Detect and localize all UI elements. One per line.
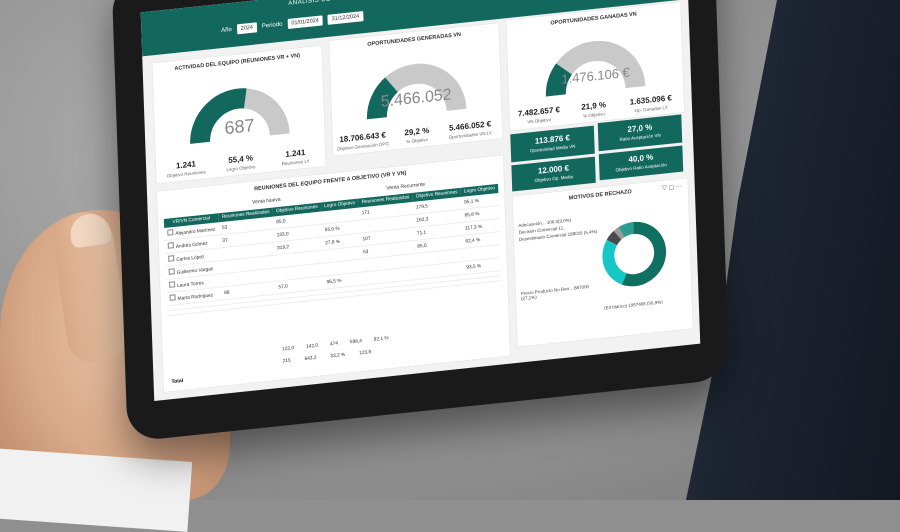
total-label: Total [171,377,184,386]
commercial-name: Carlos López [176,255,205,263]
kpi: 21,9 %% Objetivo [571,99,616,120]
donut-label: Precio Producto No Ren... 887000 (27,1%) [520,283,590,302]
kpi-card: 12.000 € Objetivo Op. Media [511,156,596,192]
cell-value: 123,8 [359,350,372,357]
donut-segment[interactable] [602,238,627,287]
cell-value: 92,1 % [373,336,389,343]
tablet-device: ANÁLISIS DE OPORTUNIDADES Año 2024 Perio… [111,0,730,443]
date-from-input[interactable]: 01/01/2024 [287,15,323,30]
activity-panel: ACTIVIDAD DEL EQUIPO (REUNIONES VR + VN)… [152,45,326,184]
gauge-fill [545,63,573,97]
row-checkbox[interactable] [169,281,176,288]
period-label: Periodo [261,21,283,30]
filter-icon[interactable]: ▽ ▢ ⋯ [662,183,682,192]
gauge-fill [367,77,399,120]
group-header-new: Venta Nueva [252,196,281,206]
extra-values: 122,0 142,0 474 598,4 92,1 % [282,336,389,352]
row-checkbox[interactable] [167,229,174,236]
extra-values-2: 215 643,2 33,2 % 123,8 [283,350,372,364]
donut-segment[interactable] [618,222,634,238]
row-checkbox[interactable] [167,242,174,249]
row-checkbox[interactable] [168,255,175,262]
kpi: 1.241 Reuniones LY [270,146,320,167]
year-select[interactable]: 2024 [236,22,258,35]
cell-value: 122,0 [282,346,295,353]
kpi: 5.466.052 € Oportunidades VN LY [440,118,500,140]
cell-value: 33,2 % [330,352,346,360]
activity-gauge [190,88,290,144]
generated-panel: OPORTUNIDADES GENERADAS VN 5.466.052 18.… [329,23,503,156]
kpi: 55,4 % Logro Objetivo [216,152,266,173]
donut-segment[interactable] [613,227,625,241]
cell-value: 474 [329,341,339,348]
donut-labels: Adecuación... 106.0(3,0%) Decisión Comer… [518,214,598,243]
reasons-donut [602,219,667,288]
group-header-recurring: Venta Recurrente [386,181,426,192]
won-gauge [545,40,646,97]
row-checkbox[interactable] [168,268,175,275]
row-checkbox[interactable] [169,294,176,301]
kpi: 18.706.643 € Objetivo Generación OPG [333,130,393,152]
year-label: Año [221,26,232,35]
reasons-panel: MOTIVOS DE RECHAZO ▽ ▢ ⋯ Adecuación... 1… [512,178,693,347]
commercial-name: Laura Torres [177,281,204,290]
meetings-panel: REUNIONES DEL EQUIPO FRENTE A OBJETIVO (… [156,155,511,392]
won-panel: OPORTUNIDADES GANADAS VN 1.476.106 € 7.4… [506,1,685,131]
gauge-fill [190,88,247,144]
donut-label: (En blanco) 1957408 (56,9%) [604,299,663,311]
kpi-card: 40,0 % Objetivo Ratio Aceptación [598,145,684,181]
kpi: 1.241 Objetivo Reuniones [161,158,211,179]
cell-value: 598,4 [349,339,362,346]
cell-value: 215 [282,358,291,365]
kpi: 29,2 %% Objetivo [394,125,439,146]
donut-segment[interactable] [620,219,667,288]
date-to-input[interactable]: 31/12/2024 [327,11,364,25]
cell-value: 142,0 [306,343,319,350]
donut-segment[interactable] [606,230,622,246]
generated-gauge [367,63,467,120]
meetings-table: VR/VN Comercial Reuniones Realizadas Obj… [163,183,502,316]
filters: Año 2024 Periodo 01/01/2024 31/12/2024 [221,11,364,36]
cell-value: 643,2 [304,355,317,363]
dashboard-screen: ANÁLISIS DE OPORTUNIDADES Año 2024 Perio… [140,0,701,402]
